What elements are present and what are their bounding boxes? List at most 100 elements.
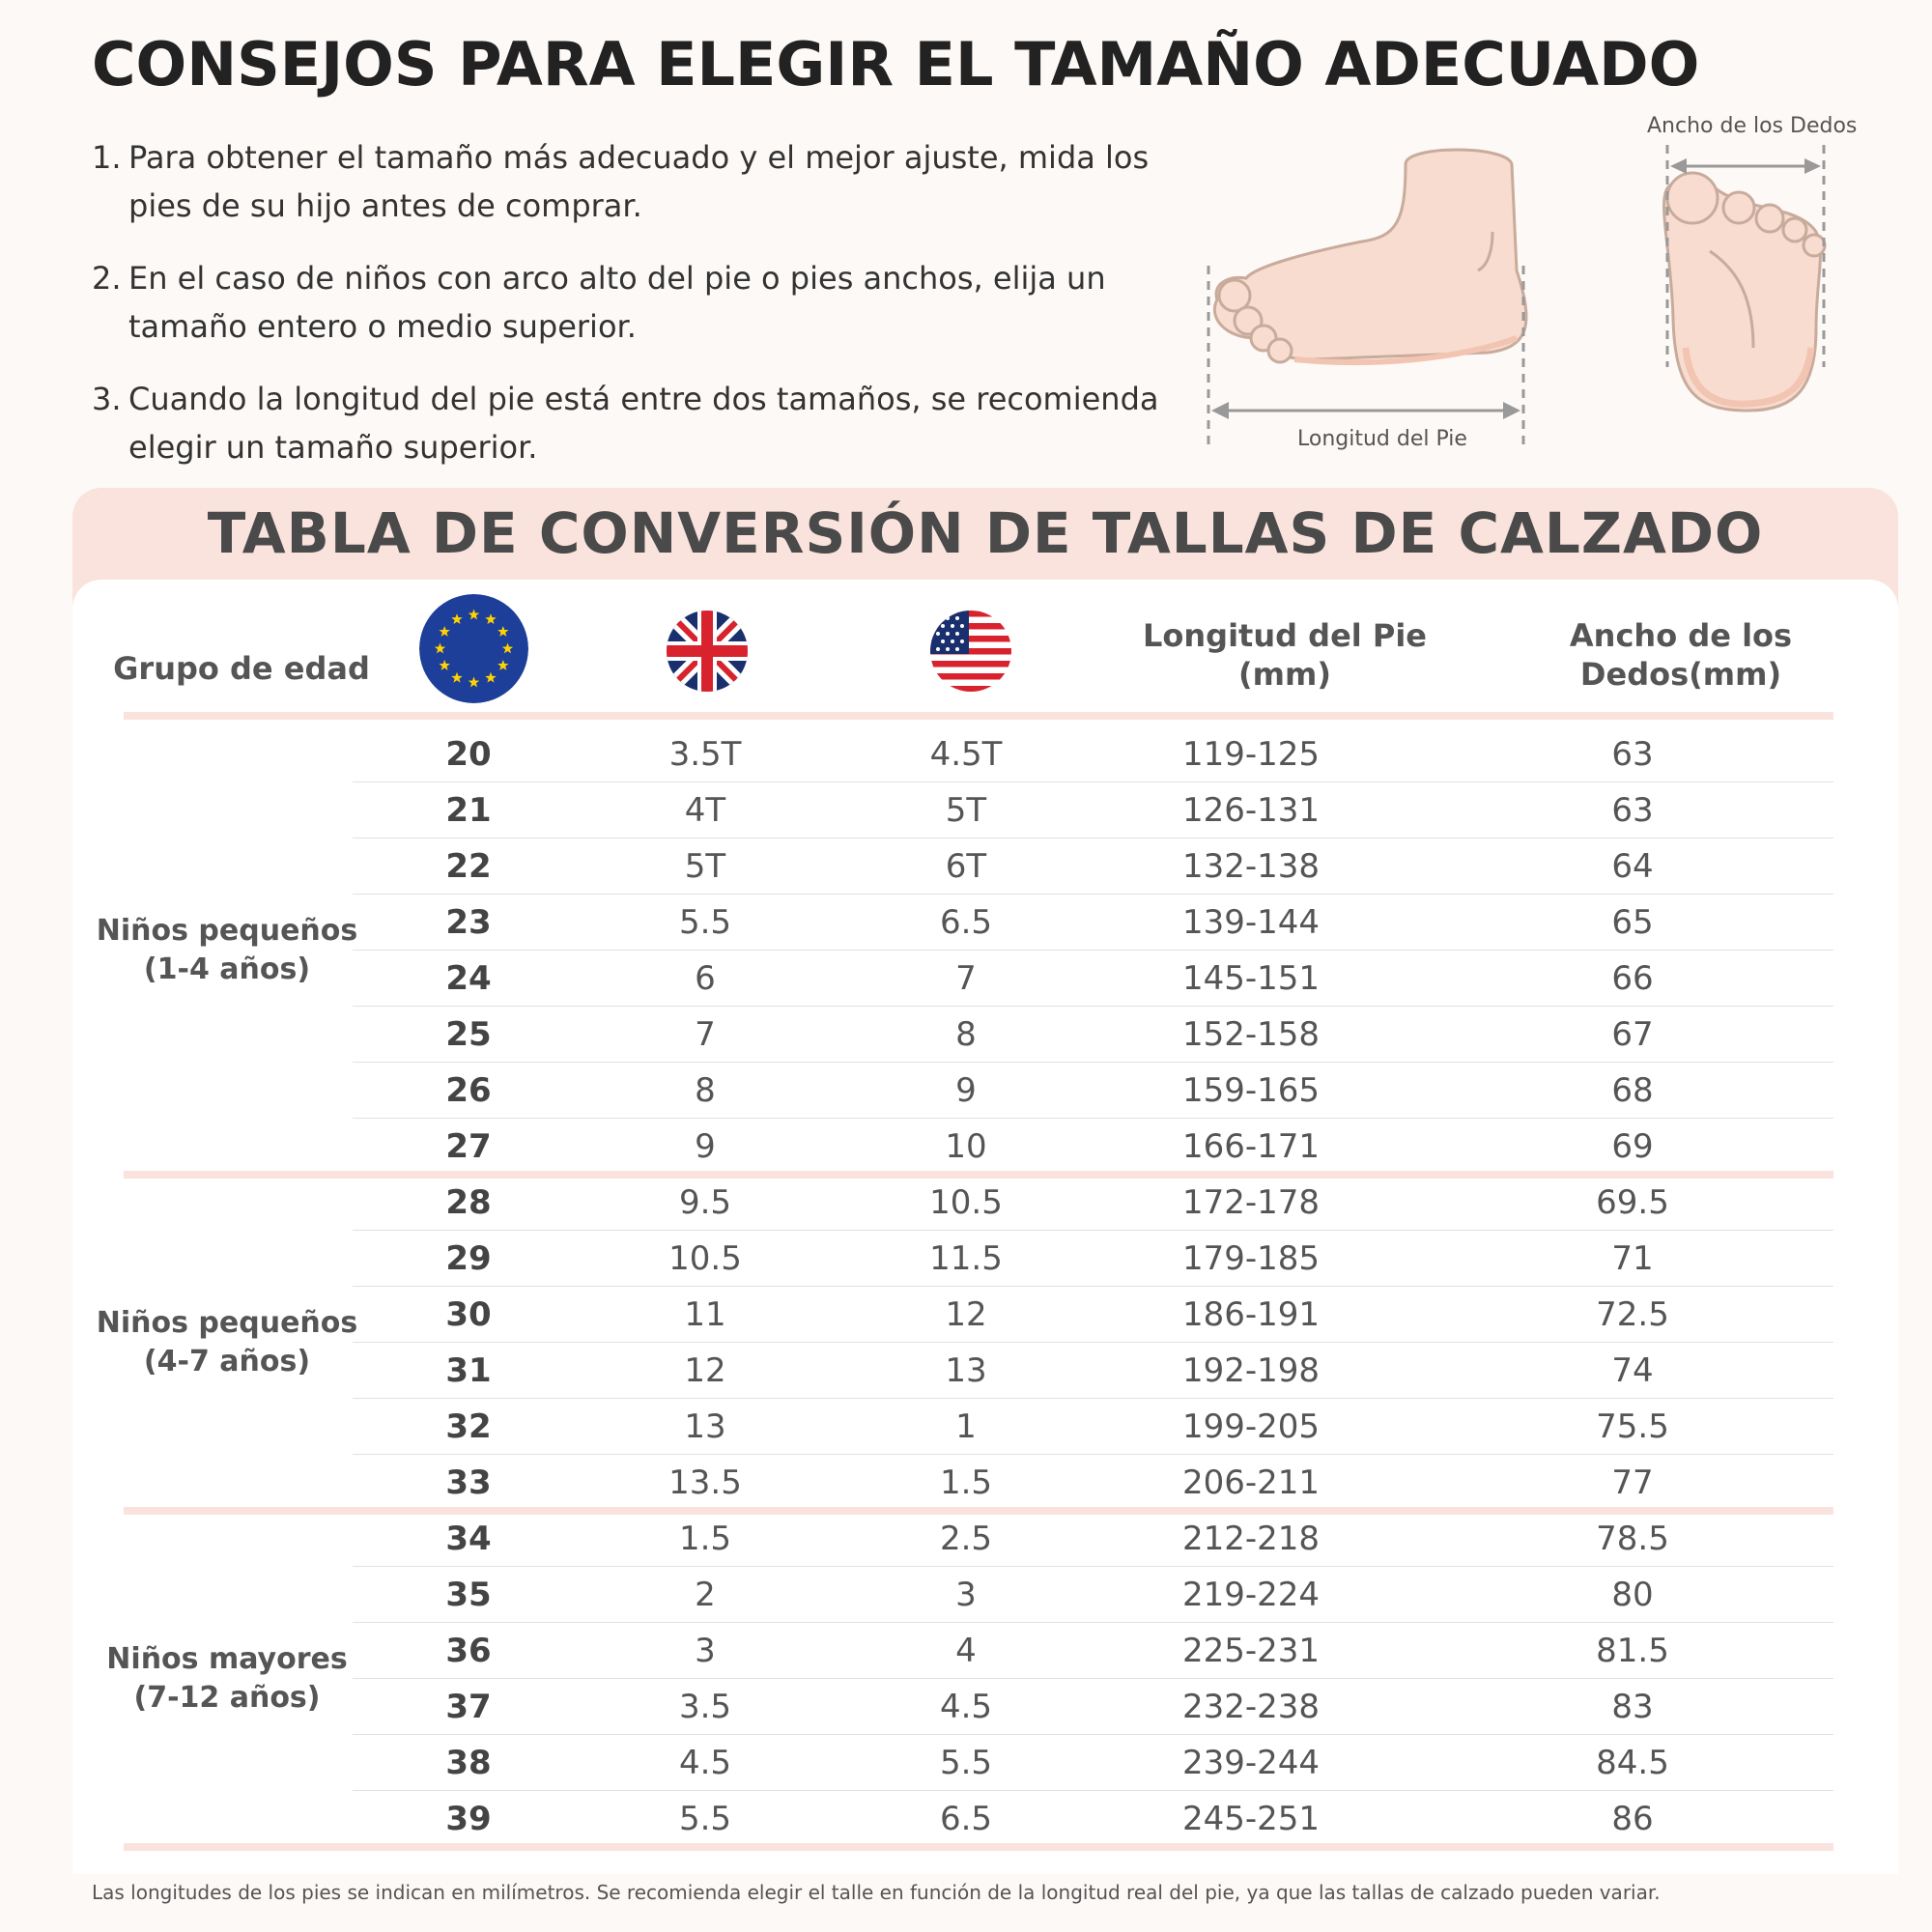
cell-us: 6T — [945, 847, 987, 886]
cell-uk: 6 — [695, 959, 716, 998]
cell-length: 166-171 — [1181, 1127, 1321, 1166]
group-divider — [124, 1507, 1833, 1515]
cell-eu: 29 — [445, 1239, 492, 1278]
cell-eu: 35 — [445, 1576, 492, 1614]
cell-us: 4.5T — [929, 735, 1003, 774]
cell-eu: 30 — [445, 1295, 492, 1334]
cell-length: 179-185 — [1181, 1239, 1321, 1278]
table-row: 33 13.5 1.5 206-211 77 — [353, 1455, 1833, 1511]
cell-eu: 37 — [445, 1688, 492, 1726]
cell-us: 8 — [955, 1015, 977, 1054]
cell-uk: 2 — [695, 1576, 716, 1614]
cell-length: 172-178 — [1181, 1183, 1321, 1222]
cell-eu: 27 — [445, 1127, 492, 1166]
table-row: 32 13 1 199-205 75.5 — [353, 1399, 1833, 1455]
tip-text: Para obtener el tamaño más adecuado y el… — [128, 139, 1150, 224]
table-row: 30 11 12 186-191 72.5 — [353, 1287, 1833, 1343]
cell-eu: 26 — [445, 1071, 492, 1110]
age-group-label-line1: Niños pequeños — [96, 1306, 358, 1340]
table-row: 37 3.5 4.5 232-238 83 — [353, 1679, 1833, 1735]
cell-us: 7 — [955, 959, 977, 998]
cell-length: 126-131 — [1181, 791, 1321, 830]
table-row: 39 5.5 6.5 245-251 86 — [353, 1791, 1833, 1847]
cell-length: 239-244 — [1181, 1744, 1321, 1782]
cell-uk: 13.5 — [668, 1463, 742, 1502]
cell-us: 10.5 — [929, 1183, 1003, 1222]
foot-illustration: Longitud del Pie Ancho de los Dedos — [1198, 106, 1874, 464]
cell-length: 206-211 — [1181, 1463, 1321, 1502]
cell-width: 80 — [1611, 1576, 1654, 1614]
cell-width: 81.5 — [1596, 1632, 1669, 1670]
cell-eu: 32 — [445, 1407, 492, 1446]
table-row: 27 9 10 166-171 69 — [353, 1119, 1833, 1175]
cell-us: 10 — [945, 1127, 987, 1166]
cell-length: 119-125 — [1181, 735, 1321, 774]
cell-width: 86 — [1611, 1800, 1654, 1838]
header-toe-width: Ancho de los Dedos(mm) — [1526, 616, 1835, 694]
tip-item: 2. En el caso de niños con arco alto del … — [92, 254, 1212, 351]
cell-uk: 11 — [684, 1295, 726, 1334]
cell-eu: 31 — [445, 1351, 492, 1390]
cell-length: 139-144 — [1181, 903, 1321, 942]
cell-uk: 12 — [684, 1351, 726, 1390]
header-age-group: Grupo de edad — [113, 650, 370, 687]
cell-eu: 20 — [445, 735, 492, 774]
table-row: 21 4T 5T 126-131 63 — [353, 782, 1833, 838]
cell-uk: 5.5 — [678, 903, 732, 942]
cell-width: 64 — [1611, 847, 1654, 886]
toe-width-label: Ancho de los Dedos — [1647, 114, 1858, 138]
header-foot-length-line1: Longitud del Pie — [1143, 617, 1427, 654]
cell-width: 69 — [1611, 1127, 1654, 1166]
tip-number: 1. — [92, 139, 122, 176]
foot-measure-icon — [1207, 145, 1827, 449]
cell-length: 159-165 — [1181, 1071, 1321, 1110]
cell-width: 63 — [1611, 735, 1654, 774]
cell-width: 78.5 — [1596, 1520, 1669, 1558]
cell-us: 4.5 — [939, 1688, 993, 1726]
eu-star-icon — [497, 626, 509, 637]
tip-number: 2. — [92, 260, 122, 297]
cell-eu: 38 — [445, 1744, 492, 1782]
age-group-label: Niños pequeños (4-7 años) — [92, 1304, 362, 1381]
table-row: 20 3.5T 4.5T 119-125 63 — [353, 726, 1833, 782]
uk-flag-icon — [667, 611, 748, 692]
table-title: TABLA DE CONVERSIÓN DE TALLAS DE CALZADO — [207, 500, 1764, 566]
table-row: 29 10.5 11.5 179-185 71 — [353, 1231, 1833, 1287]
age-group-label-line2: (1-4 años) — [143, 952, 311, 986]
cell-width: 66 — [1611, 959, 1654, 998]
table-row: 25 7 8 152-158 67 — [353, 1007, 1833, 1063]
cell-eu: 23 — [445, 903, 492, 942]
eu-star-icon — [485, 613, 497, 625]
eu-star-icon — [468, 609, 480, 620]
cell-width: 63 — [1611, 791, 1654, 830]
table-row: 28 9.5 10.5 172-178 69.5 — [353, 1175, 1833, 1231]
header-toe-width-line1: Ancho de los — [1569, 617, 1793, 654]
cell-width: 83 — [1611, 1688, 1654, 1726]
cell-eu: 36 — [445, 1632, 492, 1670]
table-row: 24 6 7 145-151 66 — [353, 951, 1833, 1007]
cell-eu: 21 — [445, 791, 492, 830]
cell-width: 67 — [1611, 1015, 1654, 1054]
cell-uk: 9 — [695, 1127, 716, 1166]
tips-list: 1. Para obtener el tamaño más adecuado y … — [92, 133, 1212, 496]
cell-length: 152-158 — [1181, 1015, 1321, 1054]
cell-uk: 3.5 — [678, 1688, 732, 1726]
cell-width: 65 — [1611, 903, 1654, 942]
cell-us: 6.5 — [939, 1800, 993, 1838]
side-foot-icon — [1213, 148, 1528, 366]
us-flag-icon — [930, 611, 1011, 692]
cell-width: 71 — [1611, 1239, 1654, 1278]
cell-width: 72.5 — [1596, 1295, 1669, 1334]
cell-length: 132-138 — [1181, 847, 1321, 886]
header-foot-length-line2: (mm) — [1238, 656, 1331, 693]
foot-length-label: Longitud del Pie — [1297, 427, 1467, 451]
age-group-label: Niños mayores (7-12 años) — [92, 1640, 362, 1718]
eu-star-icon — [501, 642, 514, 654]
eu-star-icon — [439, 626, 450, 637]
cell-width: 68 — [1611, 1071, 1654, 1110]
cell-uk: 8 — [695, 1071, 716, 1110]
age-group-label-line1: Niños pequeños — [96, 914, 358, 948]
eu-star-icon — [434, 642, 446, 654]
cell-uk: 4T — [684, 791, 726, 830]
group-divider — [124, 1171, 1833, 1179]
